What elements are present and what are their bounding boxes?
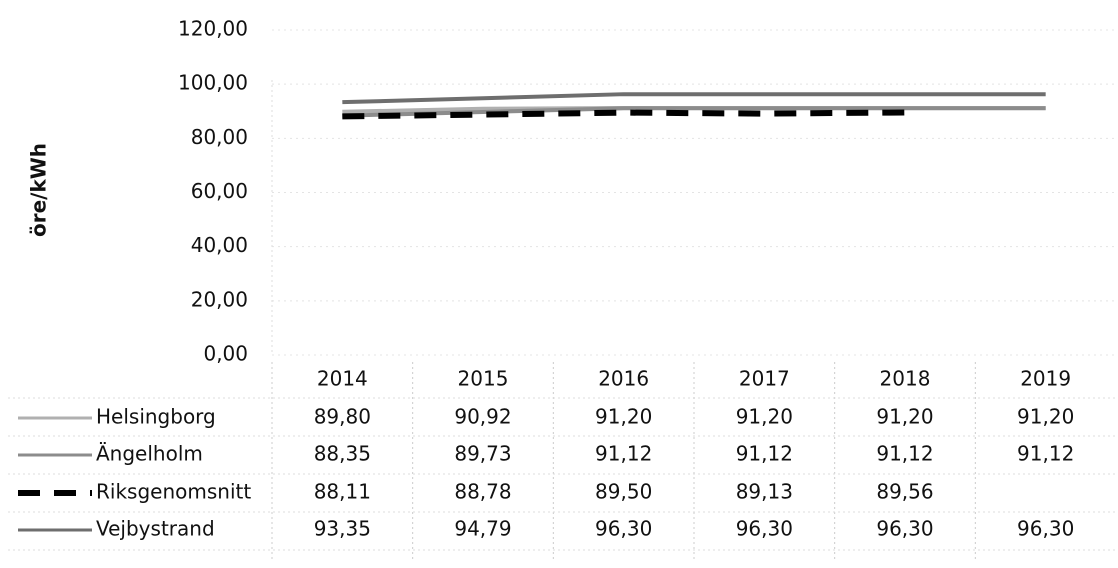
table-value: 90,92 [454, 405, 511, 429]
table-value: 88,11 [314, 480, 371, 504]
legend-label: Helsingborg [96, 405, 216, 429]
table-value: 96,30 [595, 517, 652, 541]
series-line [342, 92, 1046, 105]
y-tick-label: 20,00 [191, 287, 248, 311]
table-value: 91,12 [736, 442, 793, 466]
y-axis-label: öre/kWh [27, 143, 51, 237]
x-tick-label: 2014 [317, 367, 368, 391]
legend-label: Ängelholm [96, 442, 203, 466]
table-value: 88,35 [314, 442, 371, 466]
x-tick-label: 2017 [739, 367, 790, 391]
table-value: 89,50 [595, 480, 652, 504]
legend-label: Riksgenomsnitt [96, 480, 251, 504]
y-tick-label: 80,00 [191, 125, 248, 149]
table-value: 88,78 [454, 480, 511, 504]
legend-label: Vejbystrand [96, 517, 215, 541]
series-line [342, 109, 906, 120]
table-value: 96,30 [876, 517, 933, 541]
y-tick-label: 120,00 [178, 17, 248, 41]
x-tick-label: 2016 [598, 367, 649, 391]
x-tick-label: 2015 [458, 367, 509, 391]
table-value: 96,30 [736, 517, 793, 541]
y-tick-label: 60,00 [191, 179, 248, 203]
table-value: 89,80 [314, 405, 371, 429]
table-value: 89,73 [454, 442, 511, 466]
table-value: 93,35 [314, 517, 371, 541]
table-value: 94,79 [454, 517, 511, 541]
table-value: 91,12 [1017, 442, 1074, 466]
table-value: 91,20 [876, 405, 933, 429]
y-tick-label: 0,00 [203, 342, 248, 366]
y-tick-label: 40,00 [191, 233, 248, 257]
table-value: 91,20 [1017, 405, 1074, 429]
table-value: 91,20 [595, 405, 652, 429]
table-value: 96,30 [1017, 517, 1074, 541]
y-tick-label: 100,00 [178, 71, 248, 95]
table-value: 91,12 [876, 442, 933, 466]
table-value: 89,56 [876, 480, 933, 504]
x-tick-label: 2018 [880, 367, 931, 391]
table-value: 89,13 [736, 480, 793, 504]
table-value: 91,12 [595, 442, 652, 466]
x-tick-label: 2019 [1020, 367, 1071, 391]
table-value: 91,20 [736, 405, 793, 429]
